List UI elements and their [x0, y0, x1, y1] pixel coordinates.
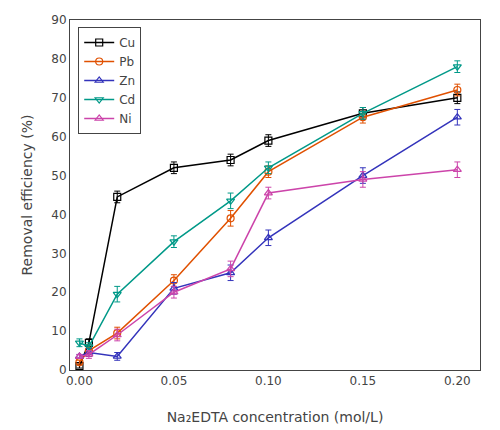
- svg-text:Ni: Ni: [119, 112, 131, 126]
- svg-text:Cu: Cu: [119, 36, 135, 50]
- svg-text:0.00: 0.00: [66, 374, 93, 388]
- svg-text:70: 70: [51, 91, 66, 105]
- svg-text:Zn: Zn: [119, 74, 135, 88]
- svg-text:Pb: Pb: [119, 55, 134, 69]
- svg-text:0.20: 0.20: [444, 374, 471, 388]
- svg-text:0.15: 0.15: [350, 374, 377, 388]
- svg-text:50: 50: [51, 169, 66, 183]
- svg-text:90: 90: [51, 13, 66, 27]
- svg-text:20: 20: [51, 285, 66, 299]
- svg-text:0.05: 0.05: [161, 374, 188, 388]
- svg-text:60: 60: [51, 130, 66, 144]
- svg-text:0.10: 0.10: [255, 374, 282, 388]
- svg-text:Na₂EDTA concentration (mol/L): Na₂EDTA concentration (mol/L): [167, 409, 384, 425]
- svg-text:Removal efficiency (%): Removal efficiency (%): [19, 115, 35, 276]
- svg-text:0: 0: [59, 363, 67, 377]
- svg-text:30: 30: [51, 247, 66, 261]
- svg-text:Cd: Cd: [119, 93, 135, 107]
- svg-text:40: 40: [51, 208, 66, 222]
- svg-text:80: 80: [51, 52, 66, 66]
- svg-text:10: 10: [51, 324, 66, 338]
